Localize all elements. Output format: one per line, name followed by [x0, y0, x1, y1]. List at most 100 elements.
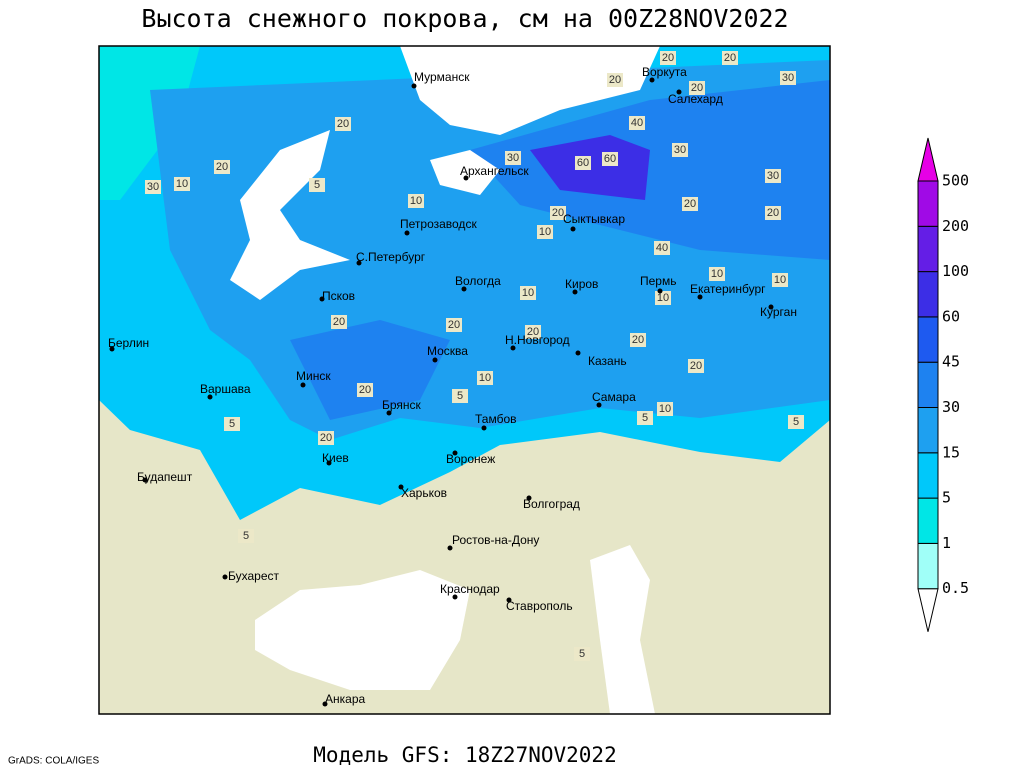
city-label: Псков — [322, 289, 355, 303]
contour-label: 5 — [243, 530, 249, 542]
contour-label: 10 — [657, 292, 669, 304]
sea — [255, 570, 470, 690]
city-label: Самара — [592, 390, 636, 404]
city-label: Пермь — [640, 274, 676, 288]
contour-label: 10 — [479, 372, 491, 384]
contour-label-box — [505, 151, 521, 165]
contour-label: 30 — [767, 170, 779, 182]
contour-label-box — [655, 291, 671, 305]
colorbar-swatch — [917, 588, 939, 632]
colorbar-swatch — [917, 361, 939, 409]
city-label: Курган — [760, 305, 797, 319]
contour-label-box — [525, 325, 541, 339]
city-dot — [510, 345, 516, 351]
city-label: Мурманск — [414, 70, 470, 84]
city-label: Воронеж — [446, 452, 495, 466]
city-label: Петрозаводск — [400, 217, 477, 231]
contour-label-box — [765, 206, 781, 220]
city-dot — [570, 226, 576, 232]
contour-label: 5 — [314, 179, 320, 191]
contour-label: 20 — [527, 326, 539, 338]
contour-label: 10 — [539, 226, 551, 238]
snow-area — [290, 320, 450, 420]
snow-area — [99, 46, 200, 200]
contour-label: 20 — [337, 118, 349, 130]
city-dot — [222, 574, 228, 580]
city-label: Вологда — [455, 274, 501, 288]
contour-label-box — [629, 116, 645, 130]
contour-label-box — [765, 169, 781, 183]
contour-label-box — [238, 529, 254, 543]
map — [99, 46, 830, 714]
contour-label: 20 — [216, 161, 228, 173]
city-label: Екатеринбург — [690, 282, 766, 296]
contour-label: 30 — [507, 152, 519, 164]
city-dot — [300, 382, 306, 388]
contour-label-box — [688, 359, 704, 373]
contour-label: 5 — [579, 648, 585, 660]
contour-label-box — [224, 417, 240, 431]
contour-label: 20 — [724, 52, 736, 64]
contour-label: 10 — [410, 195, 422, 207]
city-dot — [526, 495, 532, 501]
city-label: Анкара — [325, 692, 365, 706]
contour-label-box — [689, 81, 705, 95]
contour-label: 30 — [147, 181, 159, 193]
city-dot — [596, 402, 602, 408]
city-dot — [461, 286, 467, 292]
city-dot — [697, 294, 703, 300]
contour-label: 40 — [631, 117, 643, 129]
city-dot — [386, 410, 392, 416]
map-title: Высота снежного покрова, см на 00Z28NOV2… — [141, 4, 788, 33]
contour-label: 20 — [333, 316, 345, 328]
city-dot — [356, 260, 362, 266]
colorbar-swatch — [917, 180, 939, 227]
city-dot — [109, 346, 115, 352]
sea — [590, 545, 655, 714]
colorbar-label: 15 — [942, 443, 960, 461]
contour-label: 20 — [691, 82, 703, 94]
contour-label-box — [452, 389, 468, 403]
city-dot — [452, 450, 458, 456]
city-dot — [452, 594, 458, 600]
contour-label: 10 — [659, 403, 671, 415]
contour-label-box — [709, 267, 725, 281]
contour-label-box — [357, 383, 373, 397]
contour-label: 5 — [457, 390, 463, 402]
city-label: Ростов-на-Дону — [452, 533, 539, 547]
contour-label: 20 — [684, 198, 696, 210]
contour-label: 40 — [656, 242, 668, 254]
city-dot — [322, 701, 328, 707]
city-dot — [657, 288, 663, 294]
contour-label-box — [408, 194, 424, 208]
contour-label: 20 — [632, 334, 644, 346]
contour-label-box — [654, 241, 670, 255]
city-dot — [463, 175, 469, 181]
contour-label: 20 — [662, 52, 674, 64]
contour-label: 10 — [774, 274, 786, 286]
contour-label: 5 — [229, 418, 235, 430]
colorbar-label: 200 — [942, 217, 969, 235]
city-label: Сыктывкар — [563, 212, 625, 226]
contour-label: 10 — [711, 268, 723, 280]
city-label: Москва — [427, 344, 468, 358]
contour-label: 20 — [320, 432, 332, 444]
sea — [400, 46, 660, 135]
contour-label-box — [537, 225, 553, 239]
city-label: Казань — [588, 354, 627, 368]
city-dot — [649, 77, 655, 83]
sea — [430, 150, 500, 195]
city-dot — [319, 296, 325, 302]
city-dot — [411, 83, 417, 89]
contour-label-box — [550, 206, 566, 220]
city-dot — [404, 230, 410, 236]
city-label: Киев — [322, 451, 349, 465]
city-label: Варшава — [200, 382, 251, 396]
city-dot — [142, 477, 148, 483]
colorbar-swatch — [917, 271, 939, 318]
contour-label: 10 — [522, 287, 534, 299]
contour-label-box — [574, 647, 590, 661]
contour-label-box — [331, 315, 347, 329]
city-label: Волгоград — [523, 497, 580, 511]
